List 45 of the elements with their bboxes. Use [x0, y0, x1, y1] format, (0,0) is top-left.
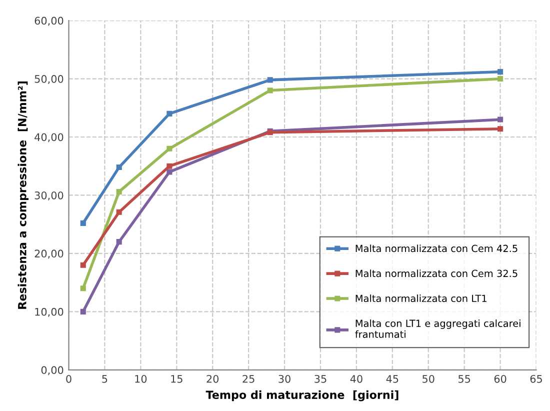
x-tick-label: 60	[494, 374, 506, 383]
x-tick-label: 10	[135, 374, 147, 383]
point	[166, 110, 172, 116]
point	[498, 76, 504, 82]
x-axis-title: Tempo di maturazione [giorni]	[206, 390, 398, 402]
point	[80, 262, 86, 268]
y-axis-title: Resistenza a compressione [N/mm²]	[18, 82, 29, 309]
y-tick-label: 60,00	[34, 16, 64, 26]
legend-label: Malta normalizzata con Cem 42.5	[356, 244, 518, 252]
y-tick-label: 10,00	[35, 308, 64, 317]
point	[80, 286, 86, 292]
x-tick-label: 50	[422, 374, 434, 383]
point	[116, 164, 122, 170]
y-tick-label: 30,00	[34, 191, 64, 200]
point	[166, 163, 172, 169]
y-tick-label: 0,00	[41, 366, 64, 376]
y-tick-label: 40,00	[34, 133, 64, 142]
point	[267, 77, 273, 83]
point	[166, 169, 172, 175]
x-tick-label: 0	[66, 374, 72, 383]
point	[116, 209, 122, 215]
point	[116, 188, 122, 195]
point	[166, 146, 172, 152]
x-tick-label: 55	[458, 375, 470, 383]
point	[80, 220, 86, 226]
x-tick-label: 15	[171, 375, 182, 383]
point	[267, 88, 273, 94]
x-tick-label: 40	[350, 374, 362, 383]
y-tick-label: 20,00	[34, 250, 64, 259]
point	[498, 126, 504, 132]
point	[116, 239, 122, 245]
x-tick-label: 25	[242, 374, 254, 383]
point	[498, 69, 504, 75]
legend-label: Malta con LT1 e aggregati calcarei frantumati	[355, 320, 520, 338]
x-tick-label: 20	[206, 374, 219, 383]
x-tick-label: 30	[278, 374, 290, 383]
point	[80, 308, 86, 314]
x-tick-label: 45	[386, 375, 398, 383]
x-tick-label: 35	[314, 374, 326, 383]
x-tick-label: 65	[530, 374, 542, 383]
x-tick-label: 5	[102, 375, 108, 383]
point	[498, 116, 504, 122]
y-tick-label: 50,00	[34, 75, 64, 84]
legend-label: Malta normalizzata con LT1	[356, 294, 486, 302]
legend-label: Malta normalizzata con Cem 32.5	[356, 270, 518, 278]
